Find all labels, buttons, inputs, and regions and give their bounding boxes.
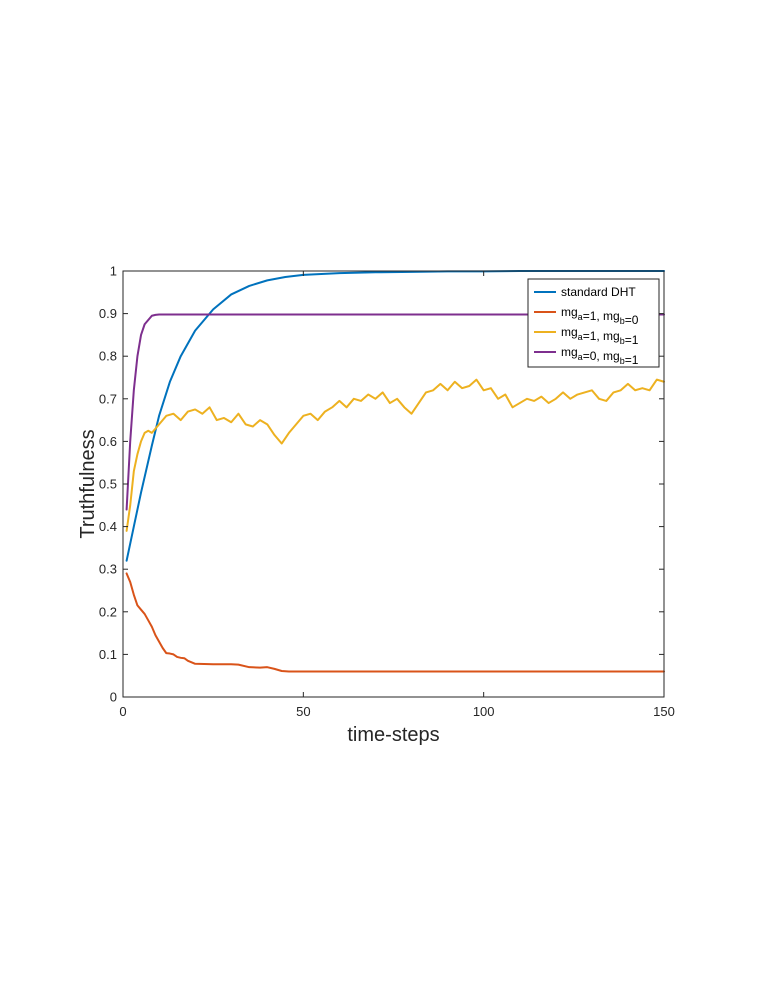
y-tick-label: 0.3 [99, 562, 117, 577]
y-tick-label: 0.4 [99, 519, 117, 534]
legend-entry-label: mga=1, mgb=1 [561, 325, 639, 347]
y-tick-label: 0.2 [99, 604, 117, 619]
y-tick-label: 0.1 [99, 647, 117, 662]
y-tick-label: 0.9 [99, 306, 117, 321]
y-tick-label: 0.5 [99, 477, 117, 492]
legend-entry-label: standard DHT [561, 285, 636, 299]
x-axis-title: time-steps [347, 724, 439, 746]
y-tick-label: 0.8 [99, 349, 117, 364]
series-line-3 [125, 378, 665, 532]
x-tick-label: 100 [473, 704, 495, 719]
y-tick-label: 0.6 [99, 434, 117, 449]
legend-entry-label: mga=0, mgb=1 [561, 345, 639, 367]
x-tick-label: 50 [296, 704, 310, 719]
y-axis-title: Truthfulness [77, 429, 99, 538]
x-tick-label: 0 [119, 704, 126, 719]
series-line-2 [125, 572, 665, 673]
ticks-layer: 0 50 100 150 0 0.1 0.2 0.3 0.4 0.5 0.6 0.7 0.8 0.9 1 [99, 264, 675, 720]
x-tick-label: 150 [653, 704, 675, 719]
y-tick-label: 1 [110, 264, 117, 279]
legend-entry-label: mga=1, mgb=0 [561, 305, 639, 327]
y-tick-label: 0.7 [99, 391, 117, 406]
series-line-4 [125, 313, 665, 511]
y-tick-label: 0 [110, 690, 117, 705]
